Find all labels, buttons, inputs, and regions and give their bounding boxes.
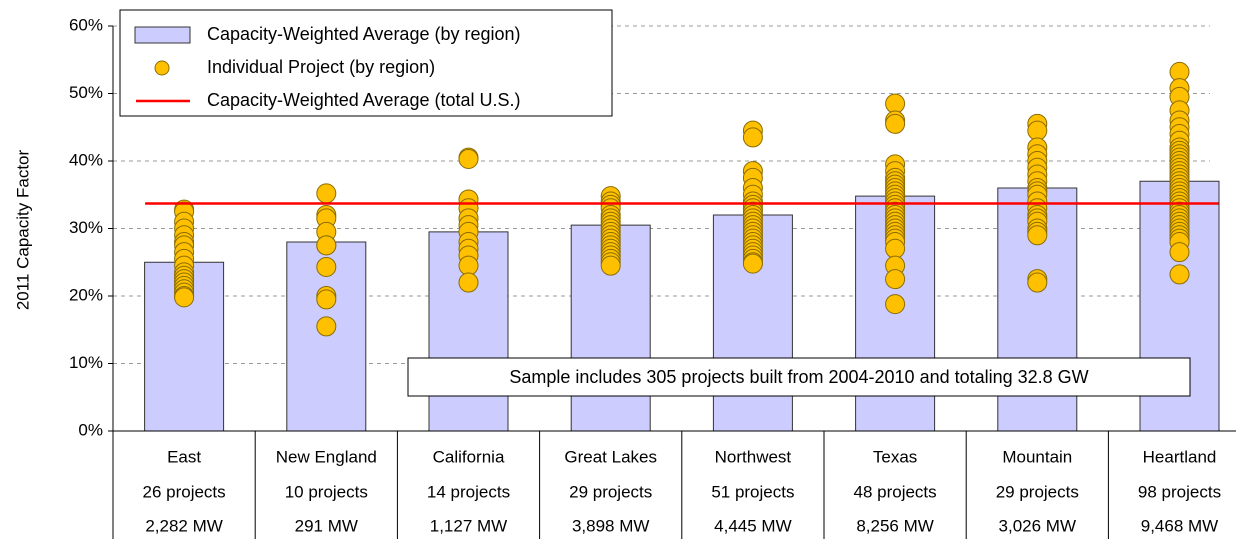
project-point [885, 93, 906, 114]
y-tick-label: 40% [69, 150, 103, 169]
x-tick-label: New England [276, 447, 377, 466]
x-tick-label: Heartland [1143, 447, 1217, 466]
legend-label: Capacity-Weighted Average (total U.S.) [207, 90, 521, 110]
y-tick-label: 60% [69, 15, 103, 34]
project-point [742, 127, 763, 148]
y-tick-label: 0% [78, 420, 103, 439]
capacity-label: 9,468 MW [1141, 516, 1218, 535]
x-tick-label: Great Lakes [564, 447, 657, 466]
x-tick-label: Mountain [1002, 447, 1072, 466]
legend-label: Capacity-Weighted Average (by region) [207, 24, 521, 44]
project-count: 51 projects [711, 482, 794, 501]
project-point [1027, 225, 1048, 246]
project-count: 10 projects [285, 482, 368, 501]
capacity-label: 1,127 MW [430, 516, 507, 535]
project-count: 26 projects [143, 482, 226, 501]
project-point [174, 287, 195, 308]
y-tick-label: 20% [69, 285, 103, 304]
project-point [1169, 264, 1190, 285]
project-point [742, 253, 763, 274]
project-point [885, 238, 906, 259]
project-point [316, 183, 337, 204]
project-point [600, 255, 621, 276]
y-tick-label: 10% [69, 353, 103, 372]
project-point [316, 289, 337, 310]
x-tick-label: East [167, 447, 201, 466]
y-tick-label: 30% [69, 218, 103, 237]
project-point [458, 255, 479, 276]
project-point [1027, 272, 1048, 293]
x-tick-label: California [433, 447, 505, 466]
x-tick-label: Northwest [715, 447, 792, 466]
project-point [885, 269, 906, 290]
legend-swatch [134, 26, 191, 44]
project-point [1169, 242, 1190, 263]
project-count: 14 projects [427, 482, 510, 501]
capacity-label: 3,898 MW [572, 516, 649, 535]
project-point [316, 316, 337, 337]
annotation: Sample includes 305 projects built from … [509, 367, 1088, 387]
legend-swatch [154, 60, 170, 76]
project-count: 98 projects [1138, 482, 1221, 501]
y-tick-label: 50% [69, 83, 103, 102]
project-point [316, 235, 337, 256]
y-axis-label: 2011 Capacity Factor [13, 150, 32, 311]
capacity-label: 2,282 MW [145, 516, 222, 535]
capacity-label: 291 MW [295, 516, 358, 535]
project-point [458, 148, 479, 169]
project-point [1027, 120, 1048, 141]
project-count: 29 projects [569, 482, 652, 501]
legend-label: Individual Project (by region) [207, 57, 435, 77]
project-point [885, 294, 906, 315]
project-count: 29 projects [996, 482, 1079, 501]
x-tick-label: Texas [873, 447, 917, 466]
annotation-box [407, 357, 1191, 397]
project-count: 48 projects [854, 482, 937, 501]
project-point [316, 256, 337, 277]
project-point [885, 113, 906, 134]
capacity-label: 3,026 MW [999, 516, 1076, 535]
legend-box [119, 9, 613, 117]
capacity-label: 8,256 MW [856, 516, 933, 535]
capacity-label: 4,445 MW [714, 516, 791, 535]
project-point [458, 272, 479, 293]
